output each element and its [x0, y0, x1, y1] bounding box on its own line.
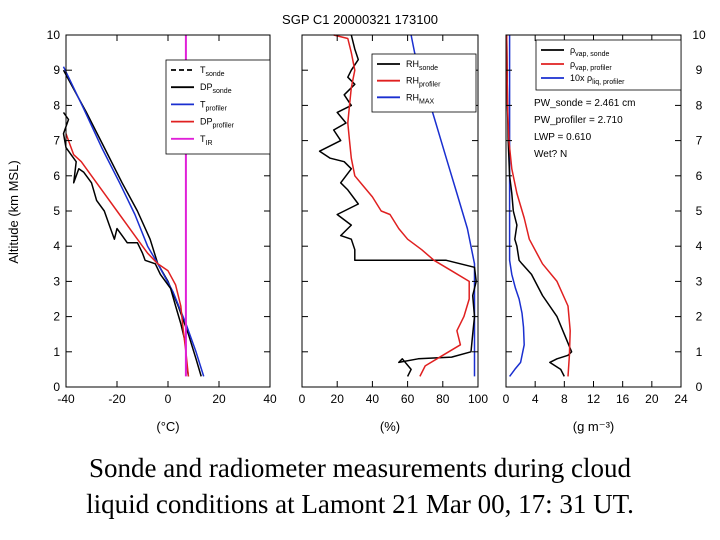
- humidity-x-tick-label: 40: [366, 392, 380, 406]
- humidity-legend-label: RHsonde: [406, 59, 438, 72]
- humidity-x-tick-label: 20: [331, 392, 345, 406]
- vapor-density-y-tick-label-right: 8: [696, 98, 703, 112]
- temperature-y-tick-label: 6: [53, 169, 60, 183]
- temperature-legend-label: Tprofiler: [200, 99, 228, 112]
- vapor-density-x-tick-label: 0: [503, 392, 510, 406]
- temperature-legend-label: TIR: [200, 134, 213, 147]
- caption-line-2: liquid conditions at Lamont 21 Mar 00, 1…: [86, 489, 634, 519]
- temperature-y-tick-label: 5: [53, 204, 60, 218]
- vapor-density-x-tick-label: 12: [587, 392, 601, 406]
- vapor-density-legend-box: [535, 39, 682, 91]
- vapor-density-y-tick-label-right: 9: [696, 63, 703, 77]
- temperature-panel: -40 -20 0 20 40 0 1 2 3 4 5 6 7 8 9 10 Tsonde DPsonde Tpr…: [47, 28, 277, 434]
- vapor-density-y-tick-label-right: 0: [696, 380, 703, 394]
- temperature-series-1: [62, 66, 205, 377]
- temperature-x-axis-label: (°C): [156, 419, 179, 434]
- humidity-x-tick-label: 80: [436, 392, 450, 406]
- temperature-legend-label: Tsonde: [200, 65, 225, 78]
- wet-flag-annotation: Wet? N: [534, 149, 567, 160]
- temperature-legend: Tsonde DPsonde Tprofiler DPprofiler TIR: [165, 59, 271, 155]
- humidity-legend: RHsonde RHprofiler RHMAX: [371, 53, 477, 113]
- temperature-legend-label: DPsonde: [200, 82, 232, 95]
- vapor-density-y-tick-label-right: 10: [692, 28, 706, 42]
- temperature-x-tick-label: -20: [108, 392, 126, 406]
- humidity-legend-label: RHMAX: [406, 92, 435, 105]
- pw-sonde-annotation: PW_sonde = 2.461 cm: [534, 98, 635, 109]
- humidity-legend-box: [371, 53, 477, 113]
- vapor-density-y-tick-label-right: 2: [696, 310, 703, 324]
- humidity-series-1: [318, 34, 477, 377]
- vapor-density-y-tick-label-right: 5: [696, 204, 703, 218]
- humidity-panel: 0 20 40 60 80 100 RHsonde RHprofiler RHMAX (%): [299, 34, 488, 434]
- temperature-y-tick-label: 7: [53, 134, 60, 148]
- temperature-y-tick-label: 9: [53, 63, 60, 77]
- temperature-series-3: [65, 133, 190, 377]
- vapor-density-y-tick-label-right: 4: [696, 239, 703, 253]
- humidity-x-tick-label: 60: [401, 392, 415, 406]
- temperature-y-tick-label: 3: [53, 274, 60, 288]
- temperature-x-tick-label: 0: [165, 392, 172, 406]
- vapor-density-x-tick-label: 4: [532, 392, 539, 406]
- vapor-density-x-tick-label: 8: [561, 392, 568, 406]
- temperature-series-0: [62, 69, 202, 377]
- pw-profiler-annotation: PW_profiler = 2.710: [534, 115, 623, 126]
- vapor-density-x-tick-label: 24: [674, 392, 688, 406]
- vapor-density-annotations: PW_sonde = 2.461 cm PW_profiler = 2.710 …: [534, 98, 635, 160]
- vapor-density-x-axis-label: (g m⁻³): [573, 419, 615, 434]
- temperature-x-tick-label: 20: [212, 392, 226, 406]
- temperature-y-tick-label: 1: [53, 345, 60, 359]
- vapor-density-series-1: [505, 34, 573, 377]
- temperature-y-tick-label: 0: [53, 380, 60, 394]
- humidity-x-tick-label: 100: [468, 392, 488, 406]
- vapor-density-x-tick-label: 16: [616, 392, 630, 406]
- sounding-figure: SGP C1 20000321 173100 Altitude (km MSL)…: [6, 12, 706, 434]
- temperature-series-2: [62, 111, 190, 377]
- temperature-y-tick-label: 4: [53, 239, 60, 253]
- y-axis-label: Altitude (km MSL): [6, 160, 21, 263]
- temperature-y-tick-label: 10: [47, 28, 61, 42]
- vapor-density-legend-label: ρvap, sonde: [570, 45, 609, 58]
- vapor-density-x-tick-label: 20: [645, 392, 659, 406]
- vapor-density-y-tick-label-right: 1: [696, 345, 703, 359]
- vapor-density-y-tick-label-right: 7: [696, 134, 703, 148]
- temperature-y-tick-label: 2: [53, 310, 60, 324]
- temperature-x-tick-label: -40: [57, 392, 75, 406]
- lwp-annotation: LWP = 0.610: [534, 132, 592, 143]
- humidity-x-axis-label: (%): [380, 419, 400, 434]
- vapor-density-legend-label: ρvap, profiler: [570, 59, 612, 72]
- humidity-legend-label: RHprofiler: [406, 76, 441, 89]
- figure-caption: Sonde and radiometer measurements during…: [0, 450, 720, 522]
- temperature-x-tick-label: 40: [263, 392, 277, 406]
- temperature-legend-label: DPprofiler: [200, 117, 235, 130]
- caption-line-1: Sonde and radiometer measurements during…: [88, 453, 632, 483]
- temperature-y-tick-label: 8: [53, 98, 60, 112]
- humidity-series-2: [333, 34, 470, 377]
- chart-title: SGP C1 20000321 173100: [282, 12, 438, 27]
- vapor-density-legend-label: 10x ρliq, profiler: [570, 73, 625, 86]
- vapor-density-series-0: [508, 35, 525, 377]
- vapor-density-y-tick-label-right: 3: [696, 274, 703, 288]
- vapor-density-y-tick-label-right: 6: [696, 169, 703, 183]
- humidity-x-tick-label: 0: [299, 392, 306, 406]
